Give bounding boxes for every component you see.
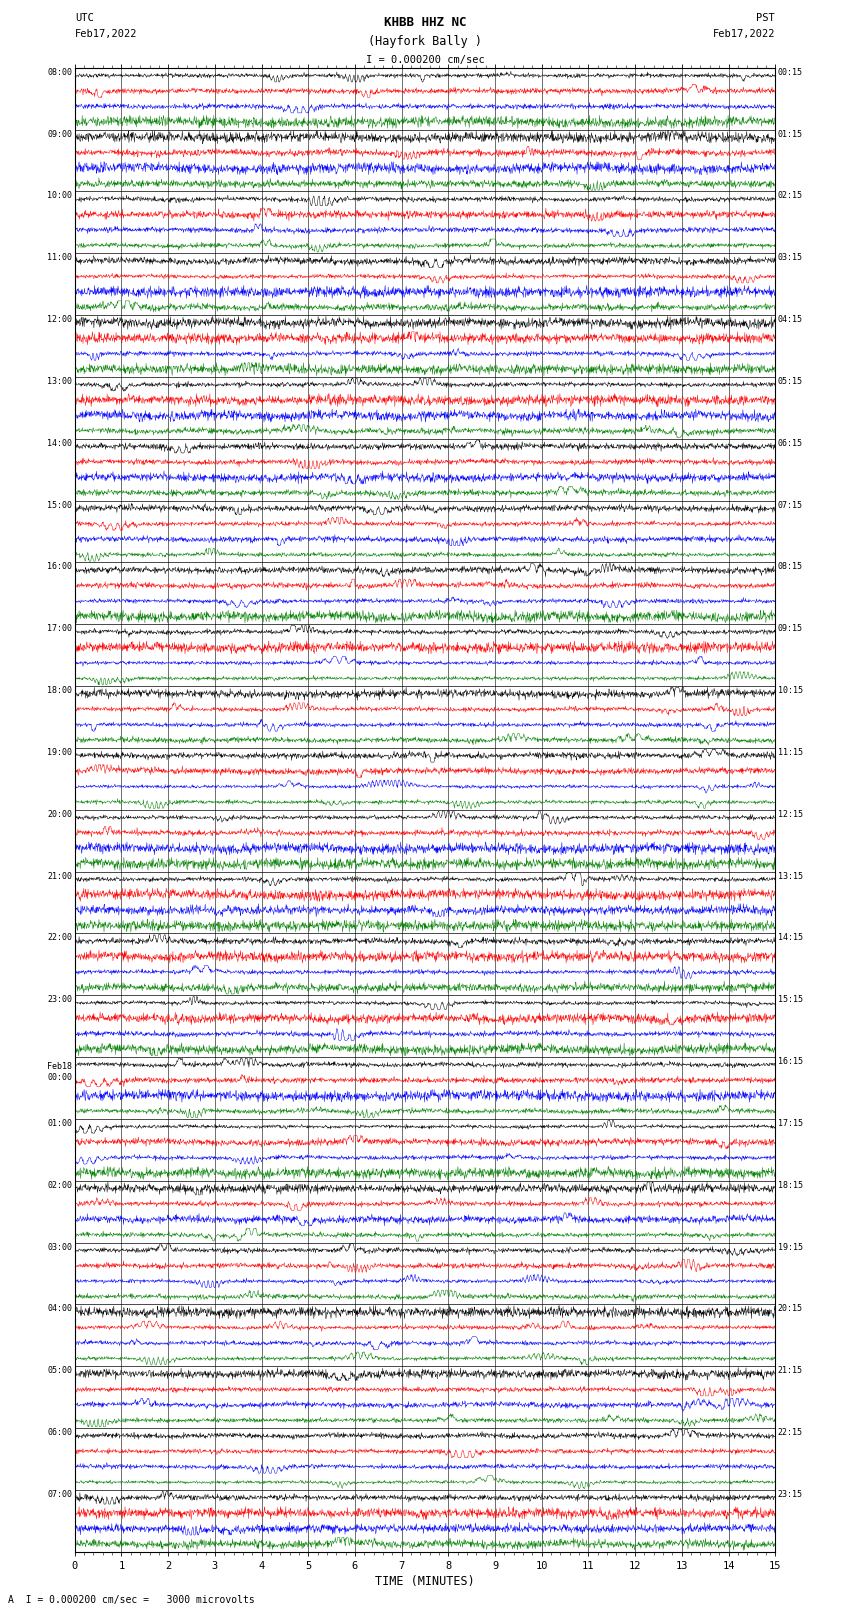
Text: (Hayfork Bally ): (Hayfork Bally ) (368, 35, 482, 48)
Text: 16:15: 16:15 (778, 1057, 802, 1066)
Text: 11:15: 11:15 (778, 748, 802, 756)
Text: Feb17,2022: Feb17,2022 (75, 29, 138, 39)
Text: 04:00: 04:00 (48, 1305, 72, 1313)
Text: 14:15: 14:15 (778, 934, 802, 942)
Text: 12:00: 12:00 (48, 315, 72, 324)
Text: 14:00: 14:00 (48, 439, 72, 448)
Text: 13:00: 13:00 (48, 377, 72, 386)
Text: 18:00: 18:00 (48, 686, 72, 695)
Text: 08:00: 08:00 (48, 68, 72, 77)
Text: 01:15: 01:15 (778, 129, 802, 139)
Text: 07:15: 07:15 (778, 500, 802, 510)
Text: 05:00: 05:00 (48, 1366, 72, 1376)
Text: I = 0.000200 cm/sec: I = 0.000200 cm/sec (366, 55, 484, 65)
Text: 22:00: 22:00 (48, 934, 72, 942)
Text: 07:00: 07:00 (48, 1490, 72, 1498)
Text: 21:15: 21:15 (778, 1366, 802, 1376)
Text: UTC: UTC (75, 13, 94, 23)
Text: 09:15: 09:15 (778, 624, 802, 634)
Text: 11:00: 11:00 (48, 253, 72, 263)
Text: 09:00: 09:00 (48, 129, 72, 139)
Text: 19:00: 19:00 (48, 748, 72, 756)
Text: PST: PST (756, 13, 775, 23)
Text: 17:00: 17:00 (48, 624, 72, 634)
Text: 19:15: 19:15 (778, 1242, 802, 1252)
Text: 06:00: 06:00 (48, 1428, 72, 1437)
Text: 17:15: 17:15 (778, 1119, 802, 1127)
Text: 10:15: 10:15 (778, 686, 802, 695)
Text: 02:00: 02:00 (48, 1181, 72, 1190)
Text: 21:00: 21:00 (48, 871, 72, 881)
Text: 03:00: 03:00 (48, 1242, 72, 1252)
Text: 12:15: 12:15 (778, 810, 802, 819)
Text: 20:15: 20:15 (778, 1305, 802, 1313)
Text: 08:15: 08:15 (778, 563, 802, 571)
Text: KHBB HHZ NC: KHBB HHZ NC (383, 16, 467, 29)
Text: 02:15: 02:15 (778, 192, 802, 200)
Text: 01:00: 01:00 (48, 1119, 72, 1127)
Text: 00:15: 00:15 (778, 68, 802, 77)
Text: 05:15: 05:15 (778, 377, 802, 386)
Text: Feb18: Feb18 (48, 1061, 72, 1071)
Text: 15:00: 15:00 (48, 500, 72, 510)
Text: Feb17,2022: Feb17,2022 (712, 29, 775, 39)
Text: 22:15: 22:15 (778, 1428, 802, 1437)
Text: 10:00: 10:00 (48, 192, 72, 200)
Text: 13:15: 13:15 (778, 871, 802, 881)
Text: 04:15: 04:15 (778, 315, 802, 324)
Text: 23:00: 23:00 (48, 995, 72, 1005)
Text: 23:15: 23:15 (778, 1490, 802, 1498)
Text: 16:00: 16:00 (48, 563, 72, 571)
Text: A  I = 0.000200 cm/sec =   3000 microvolts: A I = 0.000200 cm/sec = 3000 microvolts (8, 1595, 255, 1605)
Text: 18:15: 18:15 (778, 1181, 802, 1190)
Text: 06:15: 06:15 (778, 439, 802, 448)
Text: 00:00: 00:00 (48, 1073, 72, 1082)
Text: 03:15: 03:15 (778, 253, 802, 263)
Text: 15:15: 15:15 (778, 995, 802, 1005)
Text: 20:00: 20:00 (48, 810, 72, 819)
X-axis label: TIME (MINUTES): TIME (MINUTES) (375, 1574, 475, 1587)
